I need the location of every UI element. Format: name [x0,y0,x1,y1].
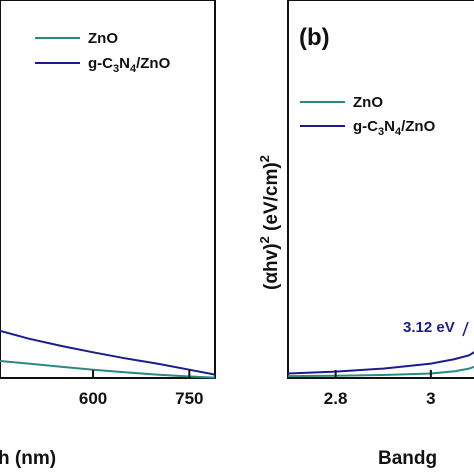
bandgap-annotation: 3.12 eV [403,319,455,336]
panel-a-x-axis-title: h (nm) [0,448,56,469]
panel-b-series-line-gc3n4-zno [287,351,474,375]
panel-b-series-line-zno [287,365,474,378]
legend-b-zno-label: ZnO [353,94,383,111]
panel-b-frame [287,0,474,379]
legend-a-zno-label: ZnO [88,30,118,47]
panel-a-series-line-gc3n4-zno [0,329,216,376]
panel-b-x-tick-label: 3 [426,389,435,408]
panel-a-x-ticks: 600 750 [79,370,204,408]
legend-a-gc3n4-label: g-C3N4/ZnO [88,55,171,75]
panel-b-y-axis-title: (αhv)2 (eV/cm)2 [257,155,282,290]
panel-b: 2.8 3 Bandg (b) (αhv)2 (eV/cm)2 ZnO g-C3N… [257,0,474,469]
panel-a-series-line-zno [0,360,216,379]
panel-a-x-tick-label: 750 [175,389,203,408]
panel-a-plot-area [0,329,216,379]
panel-a-x-tick-label: 600 [79,389,107,408]
panel-a-legend: ZnO g-C3N4/ZnO [35,30,171,75]
panel-b-x-ticks: 2.8 3 [324,370,436,408]
panel-b-x-tick-label: 2.8 [324,389,348,408]
panel-a-frame [0,0,216,379]
panel-b-label: (b) [299,24,330,51]
bandgap-annotation-pointer [462,321,469,337]
panel-a: 600 750 h (nm) ZnO g-C3N4/ZnO [0,0,216,469]
panel-b-plot-area [287,351,474,378]
panel-b-legend: ZnO g-C3N4/ZnO [300,94,436,138]
legend-b-gc3n4-label: g-C3N4/ZnO [353,118,436,138]
panel-b-x-axis-title: Bandg [378,448,437,469]
